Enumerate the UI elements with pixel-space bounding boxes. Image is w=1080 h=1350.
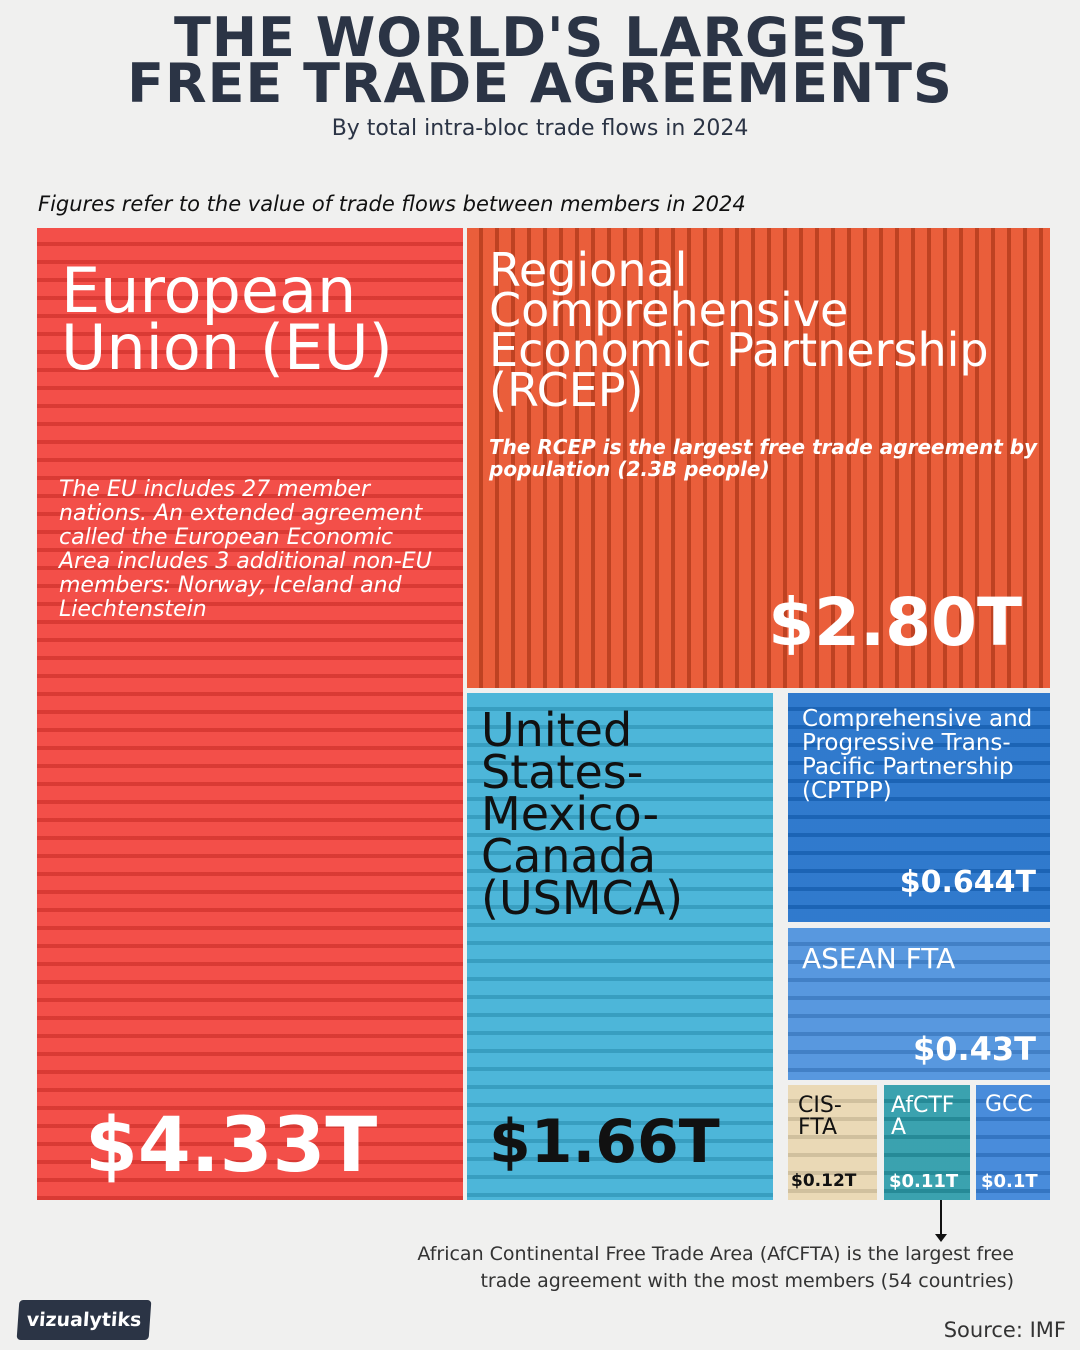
title-line-2: FREE TRADE AGREEMENTS (127, 52, 953, 115)
tile-afcfta: AfCTFA $0.11T (884, 1085, 970, 1200)
tile-name: ASEAN FTA (802, 942, 956, 975)
tile-usmca: United States-Mexico-Canada (USMCA) $1.6… (467, 693, 773, 1200)
brand-logo: vizualytiks (16, 1300, 152, 1340)
tile-rcep: Regional Comprehensive Economic Partners… (467, 228, 1050, 688)
source: Source: IMF (943, 1318, 1066, 1342)
tile-eu: European Union (EU) The EU includes 27 m… (37, 228, 463, 1200)
tile-value: $0.1T (981, 1171, 1038, 1192)
tile-name: AfCTFA (891, 1093, 955, 1140)
subtitle: By total intra-bloc trade flows in 2024 (331, 116, 749, 141)
tile-name: Regional Comprehensive Economic Partners… (489, 243, 989, 417)
tile-value: $4.33T (85, 1100, 378, 1189)
tile-name: CIS-FTA (798, 1093, 842, 1140)
tile-cptpp: Comprehensive and Progressive Trans-Paci… (788, 693, 1050, 922)
tile-cis-fta: CIS-FTA $0.12T (788, 1085, 877, 1200)
tile-description: The RCEP is the largest free trade agree… (489, 435, 1038, 481)
tile-value: $0.11T (889, 1171, 959, 1192)
title-line-1: THE WORLD'S LARGEST (174, 6, 906, 69)
afcfta-note-line-2: trade agreement with the most members (5… (480, 1270, 1014, 1292)
tile-value: $2.80T (768, 584, 1022, 661)
tile-value: $0.12T (791, 1171, 857, 1191)
tile-name: United States-Mexico-Canada (USMCA) (481, 703, 684, 925)
afcfta-note-line-1: African Continental Free Trade Area (AfC… (417, 1243, 1014, 1265)
arrow-icon (935, 1200, 947, 1242)
tile-value: $1.66T (489, 1107, 720, 1177)
tile-description: The EU includes 27 member nations. An ex… (59, 477, 432, 622)
tile-value: $0.644T (899, 865, 1036, 900)
figures-note: Figures refer to the value of trade flow… (38, 192, 746, 216)
tile-name: European Union (EU) (61, 254, 393, 385)
tile-name: Comprehensive and Progressive Trans-Paci… (802, 706, 1033, 804)
tile-gcc: GCC $0.1T (976, 1085, 1050, 1200)
tile-asean: ASEAN FTA $0.43T (788, 928, 1050, 1080)
tile-name: GCC (985, 1092, 1033, 1117)
tile-value: $0.43T (912, 1030, 1036, 1068)
